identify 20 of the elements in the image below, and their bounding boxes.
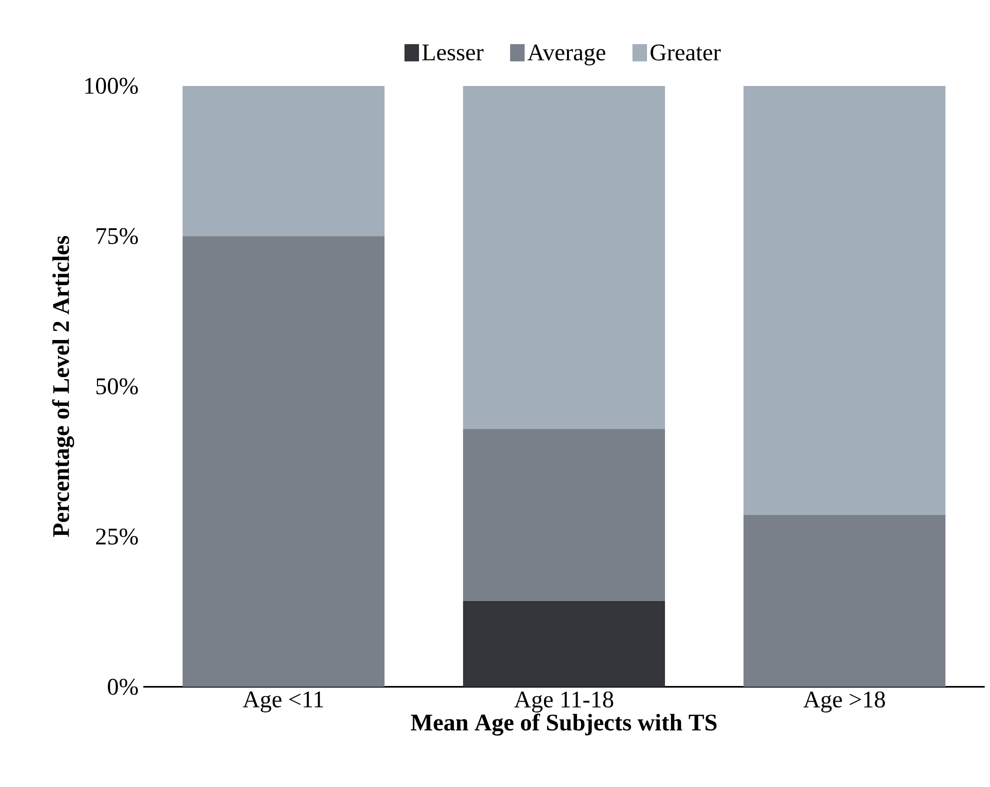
bar	[744, 86, 946, 515]
y-axis-title: Percentage of Level 2 Articles	[52, 236, 74, 537]
bar	[744, 514, 946, 687]
y-tick-label: 50%	[96, 378, 138, 394]
legend-label: Greater	[650, 44, 721, 60]
bar	[463, 86, 665, 429]
bar	[463, 428, 665, 601]
x-tick-label: Age >18	[803, 691, 885, 712]
x-tick-label: Age 11-18	[514, 691, 614, 712]
y-tick-label: 25%	[96, 528, 138, 545]
x-tick-label: Age <11	[242, 691, 324, 712]
bar	[463, 600, 665, 687]
bar	[182, 86, 385, 236]
legend-label: Average	[528, 44, 606, 66]
y-tick-label: 100%	[85, 78, 138, 94]
x-axis-title: Mean Age of Subjects with TS	[410, 713, 717, 736]
legend-label: Lesser	[422, 44, 484, 60]
bar	[182, 236, 385, 687]
y-tick-label: 75%	[96, 228, 138, 244]
y-tick-label: 0%	[108, 678, 138, 695]
